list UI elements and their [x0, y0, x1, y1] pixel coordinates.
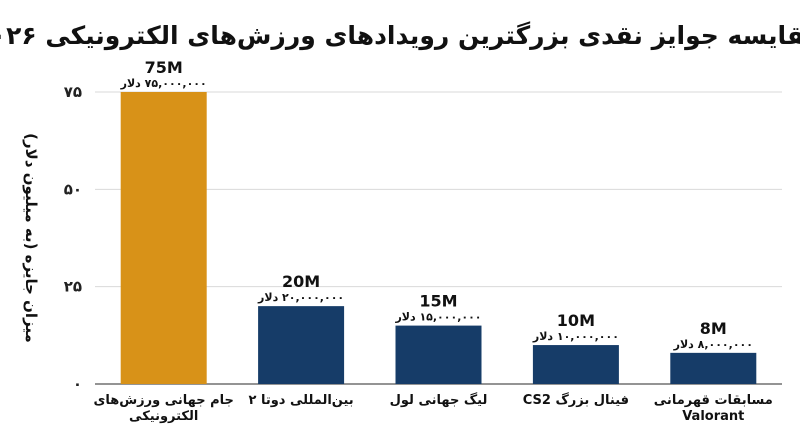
chart-title: مقایسه جوایز نقدی بزرگترین رویدادهای ورز… [0, 21, 800, 51]
bar-amount-label: ۸,۰۰۰,۰۰۰ دلار [673, 338, 753, 351]
bar [395, 325, 482, 384]
y-tick-label: ۷۵ [64, 83, 82, 101]
bar-amount-label: ۲۰,۰۰۰,۰۰۰ دلار [257, 291, 344, 304]
y-axis-label: میزان جایزه (به میلیون دلار) [22, 133, 40, 343]
bars [120, 92, 757, 384]
bar-value-label: 20M [282, 272, 320, 291]
y-tick-label: ۵۰ [64, 180, 82, 198]
bar-value-label: 75M [145, 58, 183, 77]
bar-value-label: 8M [700, 319, 727, 338]
x-category-label: جام جهانی ورزش‌های [93, 393, 234, 408]
y-tick-label: ۲۵ [64, 278, 82, 296]
bar-value-label: 15M [419, 292, 457, 311]
bar [120, 92, 207, 384]
x-category-label: فینال بزرگ CS2 [523, 391, 629, 408]
bar [670, 352, 757, 384]
x-category-label: بین‌المللی دوتا ۲ [248, 393, 353, 408]
bar-value-label: 10M [557, 311, 595, 330]
bar [532, 345, 619, 384]
bar-amount-label: ۷۵,۰۰۰,۰۰۰ دلار [120, 77, 207, 90]
x-category-label: لیگ جهانی لول [390, 392, 488, 408]
x-category-label: Valorant [682, 409, 744, 424]
x-category-label: الکترونیکی [129, 409, 198, 424]
x-category-label: مسابقات قهرمانی [654, 393, 773, 408]
bar-amount-label: ۱۰,۰۰۰,۰۰۰ دلار [532, 330, 619, 343]
bar [258, 306, 345, 384]
bar-amount-label: ۱۵,۰۰۰,۰۰۰ دلار [394, 311, 481, 324]
y-tick-label: ۰ [73, 375, 82, 393]
